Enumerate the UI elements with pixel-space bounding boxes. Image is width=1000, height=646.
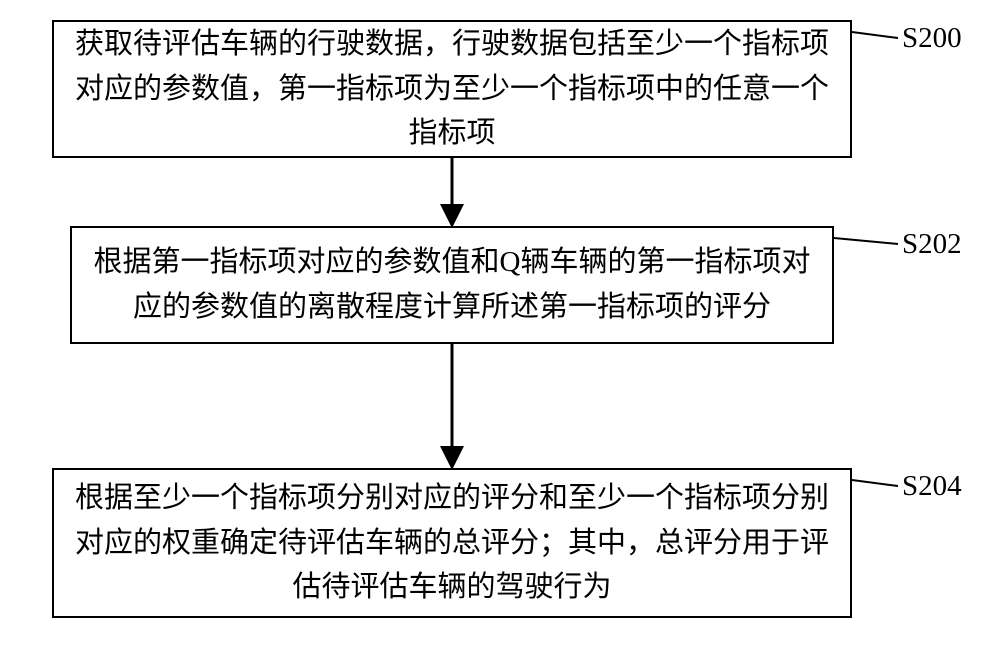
label-tick-s202 [834, 238, 898, 244]
flow-step-s202: 根据第一指标项对应的参数值和Q辆车辆的第一指标项对应的参数值的离散程度计算所述第… [70, 226, 834, 344]
flowchart-canvas: 获取待评估车辆的行驶数据，行驶数据包括至少一个指标项对应的参数值，第一指标项为至… [0, 0, 1000, 646]
flow-step-s200: 获取待评估车辆的行驶数据，行驶数据包括至少一个指标项对应的参数值，第一指标项为至… [52, 20, 852, 158]
flow-step-s204-text: 根据至少一个指标项分别对应的评分和至少一个指标项分别对应的权重确定待评估车辆的总… [74, 476, 830, 611]
flow-step-s204: 根据至少一个指标项分别对应的评分和至少一个指标项分别对应的权重确定待评估车辆的总… [52, 468, 852, 618]
flow-step-s202-text: 根据第一指标项对应的参数值和Q辆车辆的第一指标项对应的参数值的离散程度计算所述第… [92, 240, 812, 330]
flow-step-s200-label: S200 [902, 22, 962, 55]
flow-step-s200-text: 获取待评估车辆的行驶数据，行驶数据包括至少一个指标项对应的参数值，第一指标项为至… [74, 22, 830, 157]
label-tick-s204 [852, 480, 898, 486]
flow-step-s202-label: S202 [902, 228, 962, 261]
label-tick-s200 [852, 32, 898, 38]
flow-step-s204-label: S204 [902, 470, 962, 503]
